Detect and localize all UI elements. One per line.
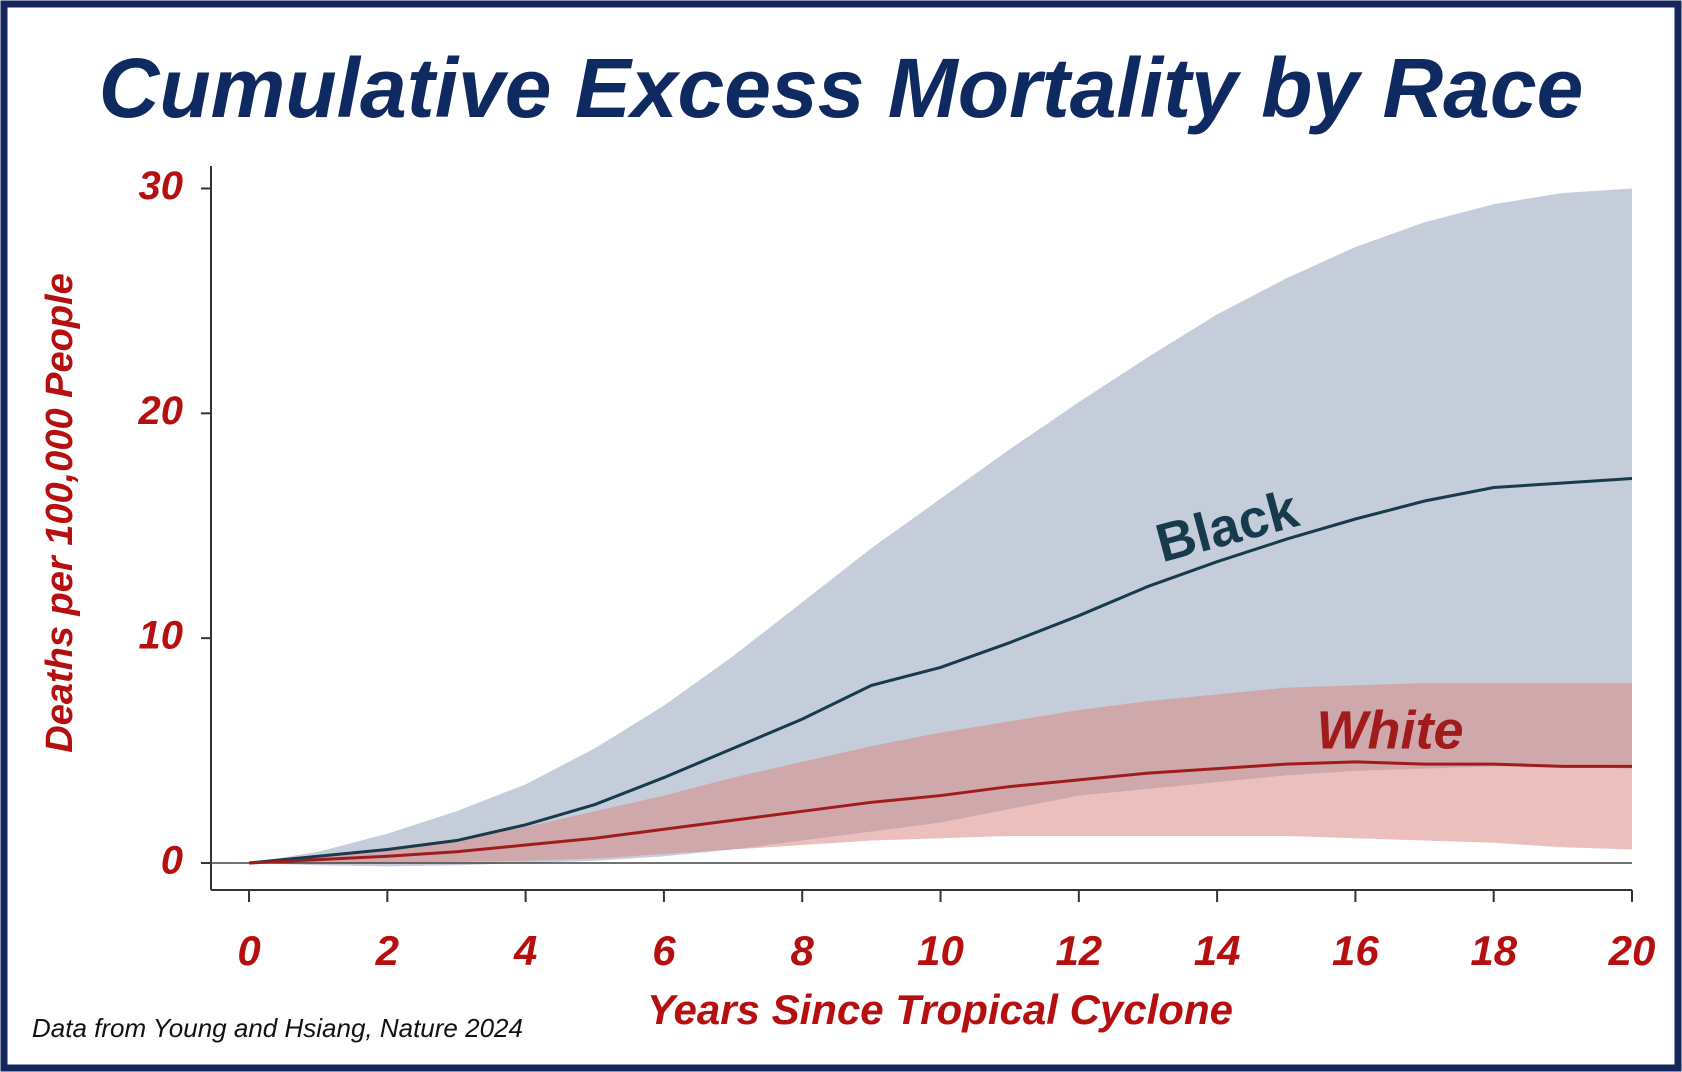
x-tick-label: 18	[1470, 927, 1517, 974]
x-tick-label: 2	[375, 927, 399, 974]
x-tick-label: 14	[1194, 927, 1241, 974]
series-line	[248, 760, 1632, 865]
x-tick-label: 6	[652, 927, 676, 974]
x-tick-label: 4	[513, 927, 537, 974]
y-tick-label: 10	[139, 614, 184, 658]
x-tick-label: 8	[791, 927, 815, 974]
y-axis-label: Deaths per 100,000 People	[39, 273, 81, 752]
chart-title: Cumulative Excess Mortality by Race	[99, 41, 1584, 135]
x-tick-label: 20	[1608, 927, 1656, 974]
x-axis-label: Years Since Tropical Cyclone	[647, 986, 1233, 1033]
y-tick-label: 20	[138, 389, 184, 433]
y-tick-label: 0	[161, 839, 183, 883]
x-tick-label: 0	[237, 927, 260, 974]
confidence-band	[249, 683, 1633, 864]
series-line	[248, 477, 1633, 865]
x-tick-label: 16	[1332, 927, 1379, 974]
y-tick-label: 30	[139, 164, 184, 208]
x-tick-label: 12	[1055, 927, 1102, 974]
series-label: White	[1317, 700, 1464, 760]
source-note: Data from Young and Hsiang, Nature 2024	[32, 1013, 523, 1043]
x-tick-label: 10	[917, 927, 964, 974]
